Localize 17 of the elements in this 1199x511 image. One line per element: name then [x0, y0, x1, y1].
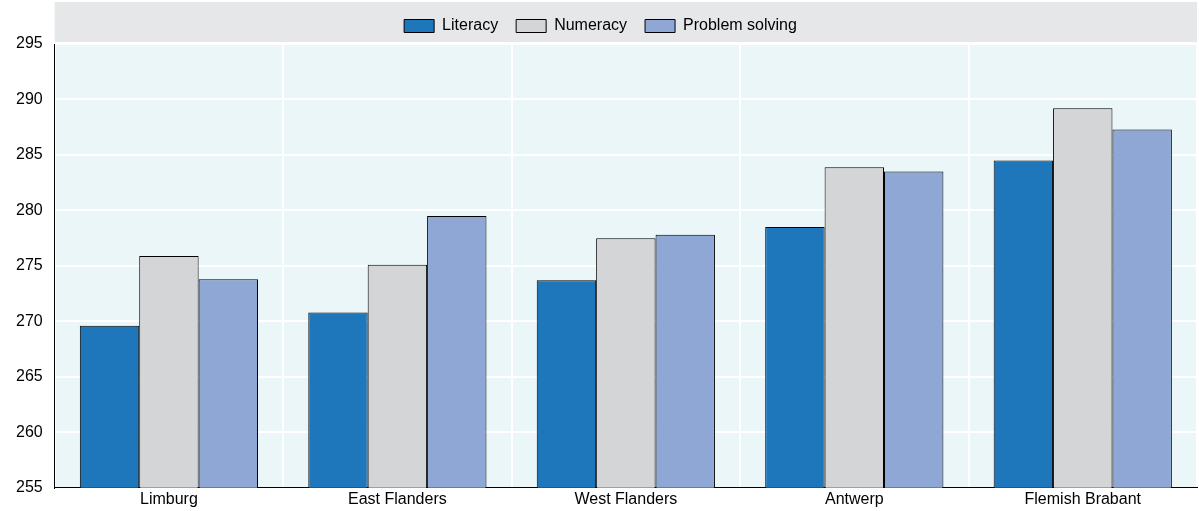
y-tick-label: 270 [15, 311, 43, 329]
y-tick-label: 280 [15, 200, 43, 218]
legend-label: Numeracy [554, 16, 628, 34]
x-tick-label: Limburg [140, 489, 198, 507]
y-tick-label: 295 [15, 34, 43, 52]
y-tick-label: 260 [15, 422, 43, 440]
legend-label: Literacy [442, 16, 499, 34]
x-tick-label: West Flanders [574, 489, 678, 507]
x-tick-label: Antwerp [824, 489, 884, 507]
y-tick-label: 290 [15, 89, 43, 107]
y-tick-label: 275 [15, 256, 43, 274]
legend-label: Problem solving [683, 16, 797, 34]
y-tick-label: 285 [15, 145, 43, 163]
x-tick-label: Flemish Brabant [1024, 489, 1142, 507]
y-tick-label: 255 [15, 478, 43, 496]
x-tick-label: East Flanders [348, 489, 447, 507]
y-tick-label: 265 [15, 367, 43, 385]
